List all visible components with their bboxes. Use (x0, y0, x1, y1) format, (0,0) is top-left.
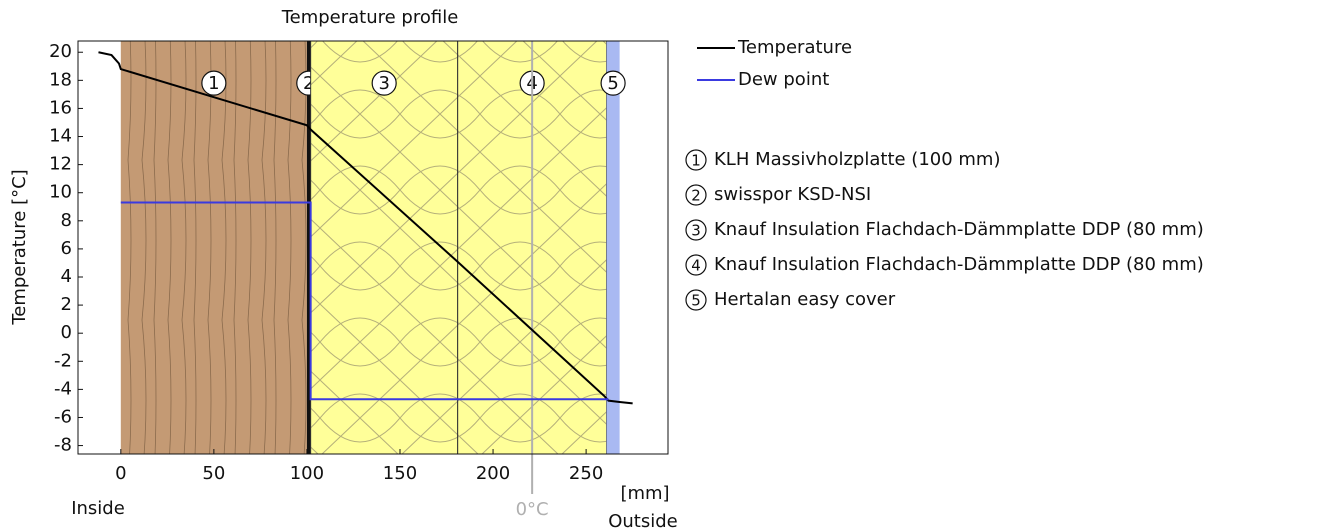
legend-number: 2 (691, 187, 701, 205)
y-tick-label: 8 (61, 210, 72, 231)
layer-number: 3 (378, 73, 389, 94)
y-axis-label: Temperature [°C] (9, 169, 30, 325)
y-tick-label: -6 (54, 406, 72, 427)
legend-layer-name: Knauf Insulation Flachdach-Dämmplatte DD… (714, 254, 1204, 275)
x-tick-label: 150 (383, 463, 417, 484)
layer (606, 41, 620, 454)
legend-badge (685, 254, 707, 276)
y-tick-label: 12 (49, 154, 72, 175)
y-tick-label: 2 (61, 294, 72, 315)
y-tick-label: 4 (61, 266, 72, 287)
y-tick-label: -8 (54, 435, 72, 456)
y-tick-label: 16 (49, 97, 72, 118)
legend-badge (685, 149, 707, 171)
y-tick-label: -2 (54, 350, 72, 371)
legend-layer-name: KLH Massivholzplatte (100 mm) (714, 149, 1001, 170)
legend-label: Temperature (737, 37, 852, 58)
legend-number: 4 (691, 257, 701, 275)
legend-layer-name: Hertalan easy cover (714, 289, 896, 310)
layer-badge (600, 70, 626, 96)
legend-number: 1 (691, 152, 701, 170)
y-tick-label: 10 (49, 182, 72, 203)
freezing-label: 0°C (516, 499, 549, 520)
legend-layer-name: swisspor KSD-NSI (714, 184, 871, 205)
layer (306, 41, 311, 454)
layer-number: 5 (607, 73, 618, 94)
chart-title: Temperature profile (281, 7, 459, 28)
y-tick-label: 0 (61, 322, 72, 343)
layer-badge (371, 70, 397, 96)
y-tick-label: -4 (54, 378, 72, 399)
layer-texture (310, 40, 459, 455)
legend-label: Dew point (738, 69, 829, 90)
plot-frame (77, 40, 669, 455)
x-tick-label: 0 (115, 463, 126, 484)
legend-layer-name: Knauf Insulation Flachdach-Dämmplatte DD… (714, 219, 1204, 240)
x-tick-label: 250 (569, 463, 603, 484)
x-unit-label: [mm] (620, 483, 669, 504)
legend-number: 3 (691, 222, 701, 240)
layer-texture (120, 41, 307, 454)
y-tick-label: 20 (49, 41, 72, 62)
y-tick-label: 6 (61, 238, 72, 259)
x-tick-label: 100 (290, 463, 324, 484)
layer-number: 1 (208, 73, 219, 94)
legend-badge (685, 219, 707, 241)
outside-label: Outside (608, 511, 678, 532)
legend-badge (685, 184, 707, 206)
y-tick-label: 18 (49, 69, 72, 90)
layer-number: 2 (303, 73, 314, 94)
legend-number: 5 (691, 292, 701, 310)
y-tick-label: 14 (49, 126, 72, 147)
series-line (120, 201, 609, 401)
inside-label: Inside (71, 498, 125, 519)
legend-badge (685, 289, 707, 311)
series-line (98, 51, 633, 405)
x-tick-label: 50 (202, 463, 225, 484)
layer-badge (201, 70, 227, 96)
x-tick-label: 200 (476, 463, 510, 484)
